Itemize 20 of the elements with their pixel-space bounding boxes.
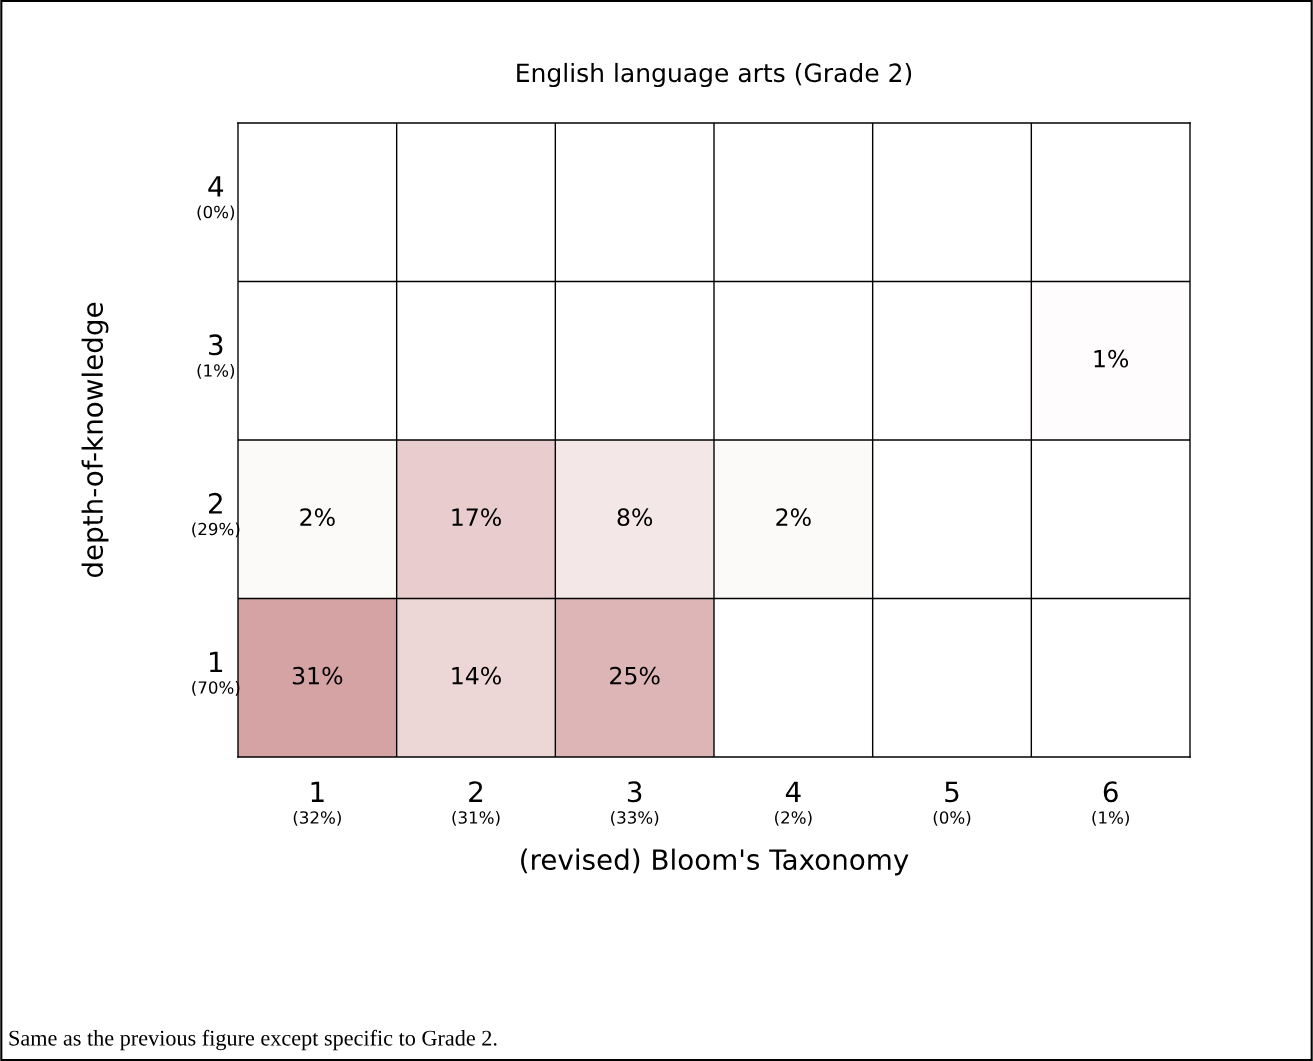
data-label: 8%	[617, 508, 653, 527]
x-tick-label: 4 (2%)	[775, 781, 812, 826]
x-tick-label: 6 (1%)	[1092, 781, 1129, 826]
y-axis-title: depth-of-knowledge	[81, 302, 109, 578]
x-tick-label: 2 (31%)	[452, 781, 500, 826]
data-label: 2%	[776, 508, 811, 527]
data-label: 25%	[610, 666, 660, 685]
x-tick-label: 3 (33%)	[611, 781, 659, 826]
data-label: 14%	[452, 666, 501, 685]
chart-title: English language arts (Grade 2)	[517, 62, 912, 88]
x-axis-title: (revised) Bloom's Taxonomy	[521, 848, 909, 876]
y-tick-label: 3 (1%)	[197, 334, 235, 379]
x-tick-label: 1 (32%)	[293, 781, 341, 826]
data-label: 31%	[292, 666, 343, 685]
y-tick-label: 4 (0%)	[197, 176, 235, 221]
data-label: 2%	[300, 508, 335, 527]
data-label: 1%	[1094, 349, 1129, 368]
x-tick-label: 5 (0%)	[933, 781, 971, 826]
text: Same as the previous figure except specific to Grade 2.	[9, 1029, 497, 1051]
data-label: 17%	[452, 508, 501, 527]
